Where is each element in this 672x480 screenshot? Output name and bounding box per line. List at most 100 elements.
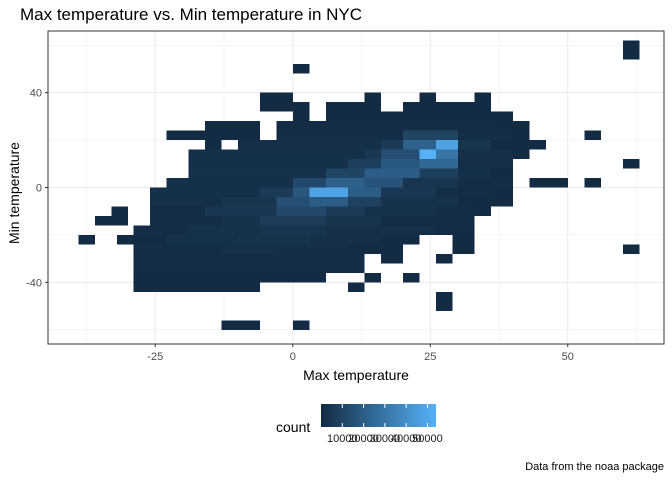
heatmap-tile	[259, 92, 293, 103]
heatmap-tile	[221, 215, 260, 226]
heatmap-tile	[364, 206, 436, 216]
y-tick-label: 0	[36, 183, 42, 195]
heatmap-tile	[259, 187, 293, 197]
legend-tick-label: 50000	[412, 433, 443, 445]
heatmap-tile	[188, 225, 260, 235]
heatmap-tile	[276, 244, 348, 254]
legend-tick-label: 30000	[370, 433, 401, 445]
legend-tick-label: 40000	[391, 433, 422, 445]
x-axis: -25 0 25 50	[147, 344, 574, 363]
heatmap-tile	[622, 159, 640, 169]
heatmap-tile	[512, 130, 530, 141]
heatmap-tile	[364, 272, 381, 283]
heatmap-tile	[529, 140, 546, 150]
heatmap-tile	[419, 149, 436, 160]
heatmap-tile	[347, 187, 381, 197]
heatmap-tile	[402, 140, 436, 150]
heatmap-tile	[133, 225, 189, 235]
heatmap-tile	[221, 244, 277, 254]
y-axis: -40 0 40	[26, 88, 48, 289]
heatmap-tile	[474, 92, 491, 103]
heatmap-tile	[292, 111, 310, 122]
heatmap-tile	[490, 196, 513, 207]
heatmap-tile	[309, 196, 348, 207]
heatmap-tile	[116, 234, 167, 245]
heatmap-tile	[292, 320, 310, 330]
heatmap-tile	[237, 140, 381, 150]
heatmap-tile	[133, 272, 326, 283]
heatmap-tile	[149, 196, 222, 207]
heatmap-tile	[325, 111, 513, 122]
heatmap-tile	[364, 178, 403, 188]
heatmap-tile	[435, 225, 475, 235]
heatmap-tile	[325, 225, 436, 235]
heatmap-tile	[133, 253, 365, 264]
heatmap-tile	[347, 282, 365, 292]
heatmap-tile	[402, 130, 458, 141]
chart-title: Max temperature vs. Min temperature in N…	[20, 5, 362, 24]
heatmap-tile	[78, 234, 95, 245]
chart-caption: Data from the noaa package	[525, 461, 664, 473]
heatmap-tile	[166, 178, 293, 188]
heatmap-tile	[402, 234, 420, 245]
heatmap-tile	[419, 159, 458, 169]
heatmap-tile	[622, 244, 640, 254]
heatmap-tile	[347, 159, 381, 169]
heatmap-tile	[149, 206, 205, 216]
x-tick-label: 25	[424, 351, 436, 363]
heatmap-tile	[380, 159, 420, 169]
heatmap-tile	[309, 187, 348, 197]
heatmap-tile	[380, 215, 475, 226]
heatmap-tile	[457, 196, 491, 207]
heatmap-tile	[380, 234, 403, 245]
heatmap-tile	[512, 149, 530, 160]
heatmap-tile	[149, 215, 222, 226]
heatmap-tile	[237, 234, 310, 245]
heatmap-tile	[435, 253, 453, 264]
heatmap-tile	[457, 159, 513, 169]
heatmap-tile	[452, 244, 475, 254]
heatmap-tile	[490, 140, 513, 150]
heatmap-tile	[166, 234, 238, 245]
heatmap-tile	[166, 130, 222, 141]
heatmap-tile	[490, 121, 530, 131]
legend-tick-label: 20000	[348, 433, 379, 445]
heatmap-tile	[149, 187, 260, 197]
heatmap-tile	[204, 140, 222, 150]
heatmap-tile	[435, 291, 453, 302]
heatmap-tile	[490, 168, 513, 179]
heatmap-tile	[276, 196, 310, 207]
heatmap-tile	[380, 149, 420, 160]
heatmap-tile	[133, 263, 365, 273]
heatmap-tile	[622, 49, 640, 60]
heatmap-tile	[435, 301, 453, 311]
heatmap-tile	[402, 102, 491, 112]
heatmap-tile	[435, 140, 458, 150]
heatmap-tile	[259, 215, 326, 226]
y-axis-title: Min temperature	[6, 142, 22, 244]
heatmap-tile	[457, 149, 513, 160]
heatmap-tile	[457, 168, 491, 179]
heatmap-tile	[364, 92, 381, 103]
x-tick-label: 0	[290, 351, 296, 363]
heatmap-tile	[259, 102, 310, 112]
heatmap-tile	[276, 206, 326, 216]
heatmap-tile	[292, 187, 310, 197]
heatmap-tile	[364, 149, 381, 160]
heatmap-tile	[380, 196, 458, 207]
heatmap-tile	[325, 215, 381, 226]
heatmap-tile	[347, 196, 381, 207]
heatmap-tile	[204, 206, 277, 216]
heatmap-tile	[188, 159, 348, 169]
x-tick-label: -25	[147, 351, 163, 363]
legend-colorbar	[321, 404, 436, 427]
heatmap-tile	[364, 168, 420, 179]
heatmap-tile	[380, 187, 436, 197]
heatmap-tile	[380, 253, 403, 264]
heatmap-tile	[512, 140, 530, 150]
heatmap-tile	[292, 64, 310, 74]
heatmap-tile	[584, 130, 601, 141]
